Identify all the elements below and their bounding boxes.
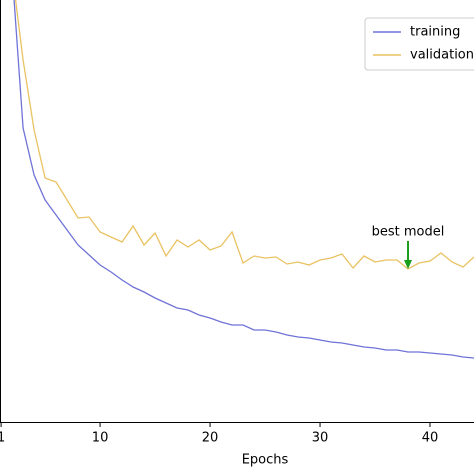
x-tick-label: 30 (312, 431, 329, 446)
legend-label: training (410, 25, 460, 40)
annotation-text: best model (372, 225, 445, 240)
annotation-arrowhead (404, 260, 413, 269)
series-line (14, 0, 474, 270)
x-tick-label: 10 (92, 431, 109, 446)
x-tick-label: 40 (422, 431, 439, 446)
legend-box (364, 17, 474, 71)
x-axis-label: Epochs (242, 453, 289, 468)
x-tick-label: 20 (202, 431, 219, 446)
legend-label: validation (410, 48, 474, 63)
series-line (13, 0, 474, 359)
plot-area (13, 0, 474, 359)
x-tick-label: 1 (0, 431, 5, 446)
